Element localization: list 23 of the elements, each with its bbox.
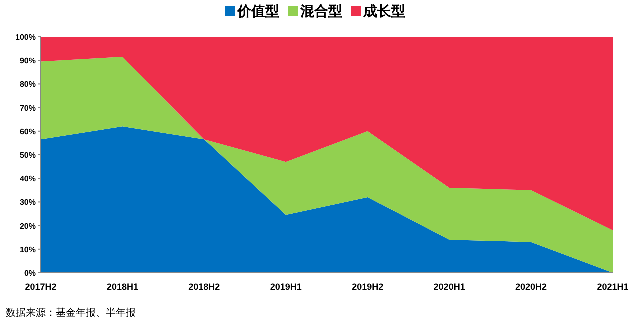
- y-tick-label: 70%: [20, 104, 36, 113]
- source-note: 数据来源：基金年报、半年报: [6, 307, 136, 319]
- legend-label: 价值型: [236, 3, 280, 19]
- x-tick-label: 2019H2: [352, 282, 384, 292]
- y-tick-label: 20%: [20, 222, 36, 231]
- x-tick-label: 2020H2: [516, 282, 548, 292]
- y-tick-label: 90%: [20, 56, 36, 66]
- y-tick-label: 80%: [20, 80, 36, 90]
- y-tick-label: 60%: [20, 127, 36, 136]
- y-tick-label: 40%: [20, 174, 36, 184]
- y-tick-label: 30%: [20, 198, 36, 208]
- x-tick-label: 2018H2: [188, 282, 220, 292]
- y-tick-label: 100%: [16, 33, 36, 42]
- x-tick-label: 2020H1: [434, 282, 466, 292]
- x-tick-label: 2019H1: [270, 282, 302, 292]
- x-tick-label: 2018H1: [106, 282, 138, 292]
- x-tick-label: 2017H2: [25, 282, 57, 292]
- y-tick-label: 10%: [20, 245, 36, 254]
- x-tick-label: 2021H1: [597, 282, 629, 292]
- legend-label: 混合型: [300, 3, 342, 19]
- legend-label: 成长型: [362, 3, 406, 19]
- y-tick-label: 50%: [20, 151, 36, 160]
- y-tick-label: 0%: [24, 269, 36, 278]
